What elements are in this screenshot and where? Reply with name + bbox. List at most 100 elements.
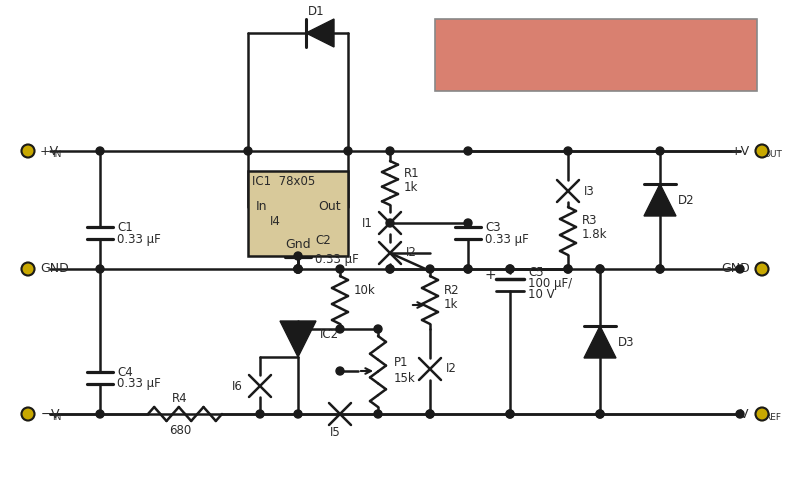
Circle shape <box>596 410 604 418</box>
Text: 10k: 10k <box>354 284 376 298</box>
Circle shape <box>96 410 104 418</box>
Polygon shape <box>280 321 316 357</box>
Text: 1k: 1k <box>444 299 459 311</box>
Circle shape <box>22 144 34 158</box>
Text: 15k: 15k <box>394 373 415 385</box>
Text: C4: C4 <box>117 365 133 379</box>
Circle shape <box>656 265 664 273</box>
Text: R2: R2 <box>444 284 459 298</box>
Text: I3: I3 <box>584 185 594 197</box>
Circle shape <box>386 265 394 273</box>
Text: I1: I1 <box>362 217 373 229</box>
Circle shape <box>96 265 104 273</box>
Text: IC2: IC2 <box>320 328 339 342</box>
Circle shape <box>344 147 352 155</box>
Text: 0.33 μF: 0.33 μF <box>117 233 161 246</box>
Text: I6: I6 <box>232 380 243 392</box>
Circle shape <box>426 410 434 418</box>
Circle shape <box>464 265 472 273</box>
Text: D1: D1 <box>308 4 324 18</box>
Circle shape <box>596 410 604 418</box>
Text: C5: C5 <box>528 267 543 279</box>
Text: R3: R3 <box>582 214 598 226</box>
Circle shape <box>736 265 744 273</box>
Text: $-$V: $-$V <box>729 408 750 420</box>
Text: 0.33 μF: 0.33 μF <box>117 378 161 390</box>
Circle shape <box>756 408 769 420</box>
Circle shape <box>564 265 572 273</box>
Circle shape <box>426 410 434 418</box>
Text: 680: 680 <box>169 424 191 436</box>
Circle shape <box>564 265 572 273</box>
Circle shape <box>506 410 514 418</box>
Circle shape <box>336 325 344 333</box>
Text: I4: I4 <box>270 215 281 227</box>
Circle shape <box>386 265 394 273</box>
Text: Out: Out <box>318 200 340 213</box>
Circle shape <box>464 265 472 273</box>
Text: REF: REF <box>764 412 781 421</box>
Text: 10 V: 10 V <box>528 289 555 301</box>
Circle shape <box>22 263 34 275</box>
Circle shape <box>244 147 252 155</box>
Text: GND: GND <box>721 263 750 275</box>
Text: D3: D3 <box>618 335 634 349</box>
Circle shape <box>294 265 302 273</box>
Text: IC1  78x05: IC1 78x05 <box>252 174 316 188</box>
Polygon shape <box>644 184 676 216</box>
Text: +V: +V <box>40 144 59 158</box>
Text: R4: R4 <box>173 391 188 405</box>
Circle shape <box>294 265 302 273</box>
Text: IC1 = 78x05: IC1 = 78x05 <box>445 30 523 44</box>
Polygon shape <box>584 326 616 358</box>
Text: D1, D2, D3 = 1N400x: D1, D2, D3 = 1N400x <box>583 49 726 61</box>
Polygon shape <box>306 19 334 47</box>
Text: IN: IN <box>52 149 62 159</box>
Circle shape <box>756 263 769 275</box>
Text: R1: R1 <box>404 166 419 180</box>
Text: D2: D2 <box>678 193 694 207</box>
Circle shape <box>96 147 104 155</box>
Circle shape <box>294 265 302 273</box>
Circle shape <box>294 410 302 418</box>
Text: GND: GND <box>40 263 69 275</box>
Text: IC2 = TL431: IC2 = TL431 <box>445 51 523 63</box>
Text: $-$V: $-$V <box>40 408 61 420</box>
Circle shape <box>336 265 344 273</box>
Circle shape <box>374 410 382 418</box>
Circle shape <box>294 252 302 260</box>
Circle shape <box>506 265 514 273</box>
Circle shape <box>294 265 302 273</box>
Circle shape <box>506 265 514 273</box>
Text: 0.33 μF: 0.33 μF <box>315 253 359 267</box>
Text: Gnd: Gnd <box>285 238 311 250</box>
Text: 1k: 1k <box>404 181 419 193</box>
Text: I2: I2 <box>406 246 417 260</box>
Text: In: In <box>256 200 268 213</box>
Text: C3: C3 <box>485 220 501 234</box>
Circle shape <box>256 410 264 418</box>
Text: C1: C1 <box>117 220 133 234</box>
Circle shape <box>386 219 394 227</box>
Circle shape <box>596 265 604 273</box>
Circle shape <box>596 265 604 273</box>
Circle shape <box>464 147 472 155</box>
Circle shape <box>656 265 664 273</box>
Text: C2: C2 <box>315 234 331 246</box>
Text: I2: I2 <box>446 362 457 376</box>
FancyBboxPatch shape <box>435 19 757 91</box>
Text: OUT: OUT <box>764 149 783 159</box>
Circle shape <box>656 147 664 155</box>
Text: 1.8k: 1.8k <box>582 227 607 241</box>
Circle shape <box>756 144 769 158</box>
Circle shape <box>386 147 394 155</box>
Text: IN: IN <box>52 412 62 421</box>
Bar <box>248 171 348 256</box>
Circle shape <box>464 219 472 227</box>
Text: I5: I5 <box>330 426 340 438</box>
Circle shape <box>564 147 572 155</box>
Circle shape <box>426 265 434 273</box>
Text: +: + <box>484 268 496 282</box>
Text: 0.33 μF: 0.33 μF <box>485 233 529 246</box>
Circle shape <box>336 367 344 375</box>
